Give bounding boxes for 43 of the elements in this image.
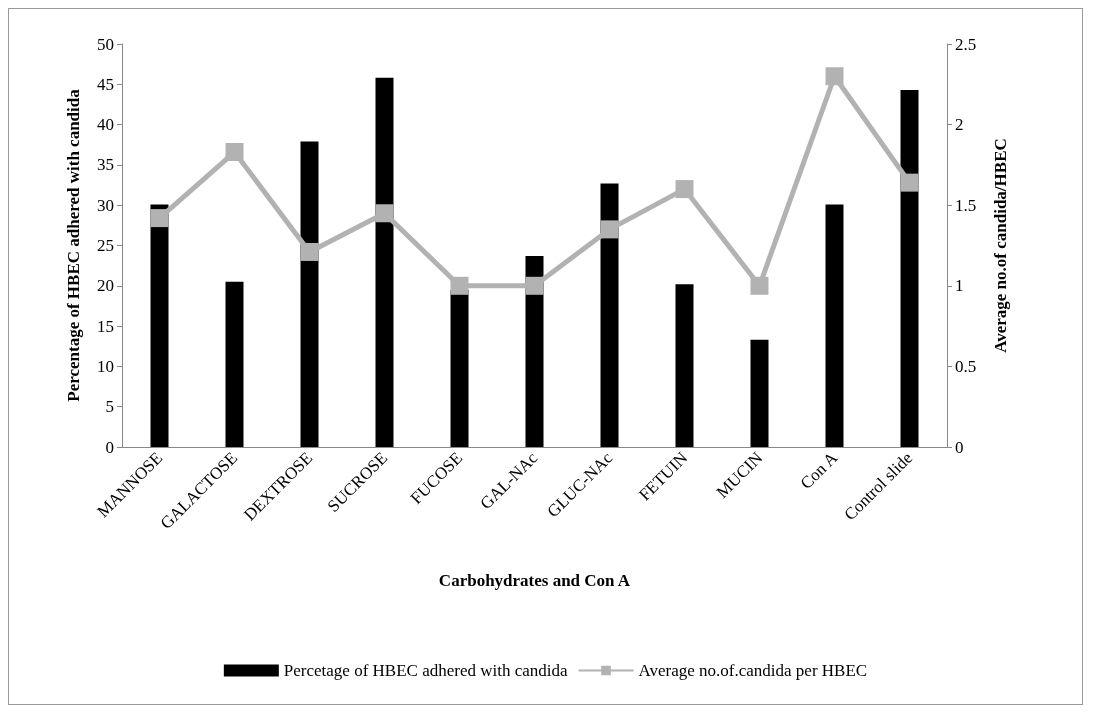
y-tick-label: 30	[97, 195, 114, 215]
point	[675, 180, 694, 199]
bar	[600, 183, 619, 447]
y-tick-label: 0	[105, 437, 114, 457]
y-tick-label: 10	[97, 356, 114, 376]
y2-tick-label: 1	[955, 276, 964, 296]
y2-tick-label: 2.5	[955, 34, 977, 54]
point	[300, 242, 319, 261]
y-tick-label: 25	[97, 236, 114, 255]
y-axis-title: Percentage of HBEC adhered with candida	[64, 88, 83, 402]
y-tick-label: 5	[105, 397, 114, 417]
bar	[225, 281, 244, 447]
bar	[825, 204, 844, 447]
y-tick-label: 15	[97, 316, 114, 336]
point	[825, 67, 844, 86]
point	[150, 209, 169, 228]
legend-label: Average no.of.candida per HBEC	[638, 661, 868, 680]
bar	[150, 204, 169, 447]
y-tick-label: 50	[97, 34, 114, 54]
y2-tick-label: 0.5	[955, 356, 977, 376]
bar	[750, 339, 769, 447]
x-axis-title: Carbohydrates and Con A	[438, 571, 631, 590]
y-tick-label: 40	[97, 115, 114, 135]
point	[525, 276, 544, 295]
y-tick-label: 20	[97, 276, 114, 296]
bar	[300, 141, 319, 447]
y-tick-label: 45	[97, 74, 114, 94]
y-tick-label: 35	[97, 155, 114, 175]
y2-tick-label: 1.5	[955, 195, 977, 215]
y2-tick-label: 2	[955, 115, 964, 135]
x-tick-label: Con A	[796, 447, 842, 493]
point	[750, 276, 769, 295]
legend-label: Percetage of HBEC adhered with candida	[283, 661, 568, 680]
point	[600, 220, 619, 239]
point	[900, 173, 919, 192]
bar	[375, 77, 394, 447]
bar	[675, 284, 694, 447]
y2-tick-label: 0	[955, 437, 964, 457]
point	[375, 204, 394, 223]
y2-axis-title: Average no.of candida/HBEC	[991, 138, 1010, 353]
point	[225, 143, 244, 161]
bar	[900, 89, 919, 447]
point	[450, 276, 469, 295]
